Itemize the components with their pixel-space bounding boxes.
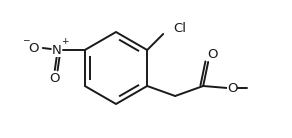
Text: +: + bbox=[61, 38, 69, 47]
Text: −: − bbox=[22, 35, 29, 44]
Text: Cl: Cl bbox=[173, 22, 186, 34]
Text: O: O bbox=[29, 42, 39, 55]
Text: O: O bbox=[207, 47, 218, 60]
Text: O: O bbox=[227, 82, 237, 95]
Text: O: O bbox=[50, 71, 60, 84]
Text: N: N bbox=[52, 43, 62, 56]
